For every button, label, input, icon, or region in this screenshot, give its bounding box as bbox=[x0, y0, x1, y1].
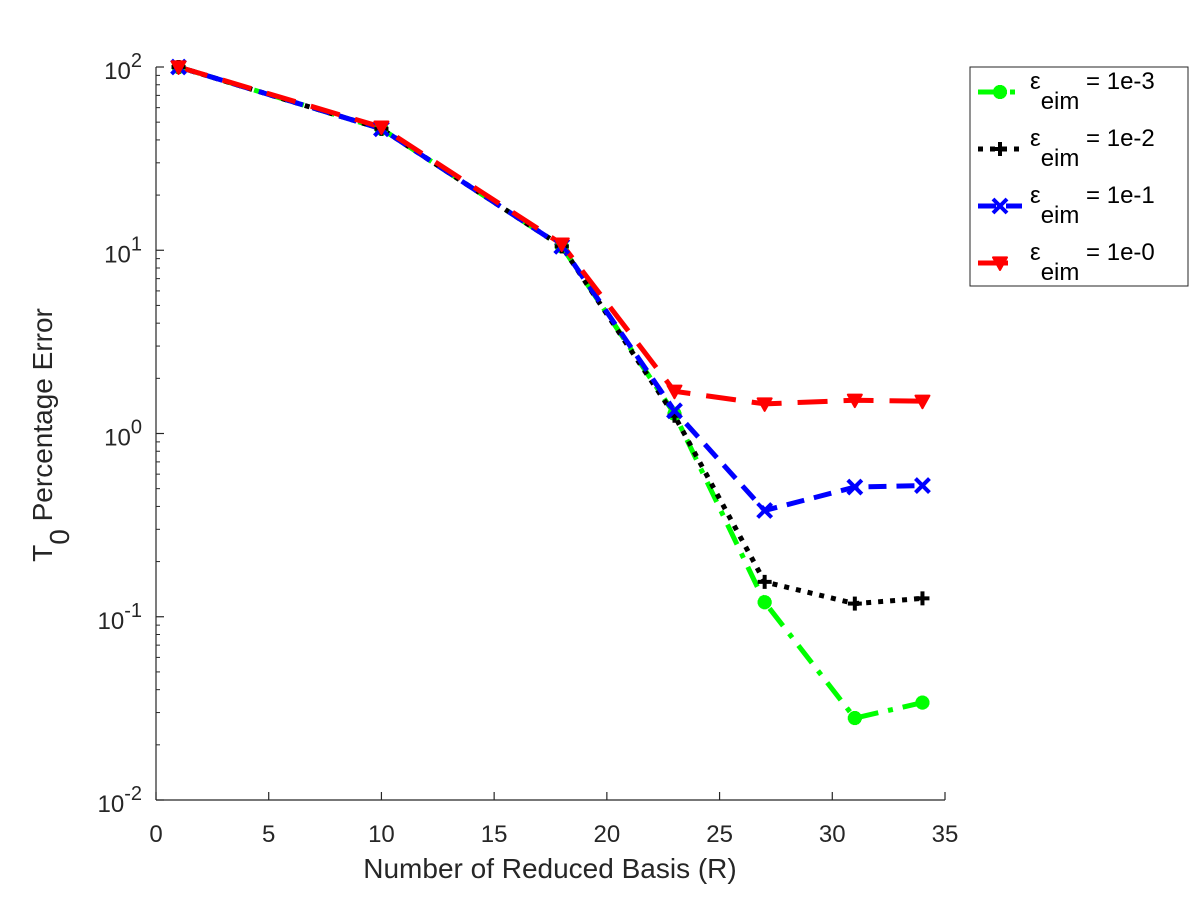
series-0-point bbox=[915, 695, 930, 710]
series-line-0 bbox=[177, 64, 924, 721]
legend-entry: εeim = 1e-3 bbox=[978, 68, 1155, 115]
series-3-point bbox=[170, 60, 187, 75]
series-0-point bbox=[757, 595, 772, 610]
y-tick-label: 101 bbox=[104, 233, 142, 268]
x-tick-label: 25 bbox=[706, 821, 733, 848]
series-2-point bbox=[666, 402, 683, 420]
x-tick-label: 20 bbox=[594, 821, 621, 848]
y-tick-label: 102 bbox=[104, 50, 142, 85]
legend-label: εeim = 1e-0 bbox=[1030, 239, 1155, 286]
legend-marker bbox=[993, 85, 1007, 99]
series-3-point bbox=[553, 237, 570, 253]
legend-marker bbox=[991, 197, 1009, 215]
series-1-point bbox=[915, 591, 930, 606]
legend: εeim = 1e-3 εeim = 1e-2 εeim = 1e-1 εeim = … bbox=[969, 66, 1189, 287]
series-line-2 bbox=[177, 64, 923, 513]
series-line-1 bbox=[177, 64, 923, 607]
series-0-point bbox=[847, 711, 862, 726]
legend-label: εeim = 1e-1 bbox=[1030, 182, 1155, 229]
legend-marker bbox=[992, 256, 1008, 271]
legend-marker bbox=[993, 142, 1007, 156]
series-3-point bbox=[846, 393, 863, 409]
legend-entry: εeim = 1e-0 bbox=[978, 239, 1155, 286]
y-axis-label: T0 Percentage Error bbox=[27, 308, 75, 562]
series-line-3 bbox=[177, 64, 923, 407]
y-tick-label: 10-2 bbox=[98, 783, 143, 818]
y-axis-label-sub: 0 bbox=[44, 529, 75, 545]
series-2-point bbox=[846, 478, 864, 496]
series-3-point bbox=[373, 120, 390, 136]
x-tick-label: 30 bbox=[819, 821, 846, 848]
series-1-point bbox=[757, 574, 772, 589]
x-tick-label: 15 bbox=[481, 821, 508, 848]
x-tick-label: 0 bbox=[149, 821, 162, 848]
legend-box bbox=[969, 66, 1189, 287]
y-tick-label: 10-1 bbox=[98, 600, 143, 635]
x-tick-label: 5 bbox=[262, 821, 275, 848]
y-axis-label-rest: Percentage Error bbox=[27, 308, 58, 529]
y-axis-label-main: T bbox=[27, 545, 58, 562]
series-2-point bbox=[914, 477, 931, 494]
y-tick-label: 100 bbox=[104, 417, 142, 452]
series-3-point bbox=[666, 384, 683, 400]
legend-label: εeim = 1e-3 bbox=[1030, 68, 1155, 115]
series-3-point bbox=[914, 394, 931, 410]
svg-text:T0 Percentage Error: T0 Percentage Error bbox=[27, 308, 75, 562]
x-tick-label: 10 bbox=[368, 821, 395, 848]
series-2-point bbox=[756, 502, 774, 519]
legend-entry: εeim = 1e-2 bbox=[978, 125, 1155, 172]
series-1-point bbox=[847, 596, 862, 611]
x-axis-label: Number of Reduced Basis (R) bbox=[363, 853, 736, 884]
series-3-point bbox=[756, 397, 773, 412]
legend-entry: εeim = 1e-1 bbox=[978, 182, 1155, 229]
legend-label: εeim = 1e-2 bbox=[1030, 125, 1155, 172]
x-tick-label: 35 bbox=[932, 821, 959, 848]
